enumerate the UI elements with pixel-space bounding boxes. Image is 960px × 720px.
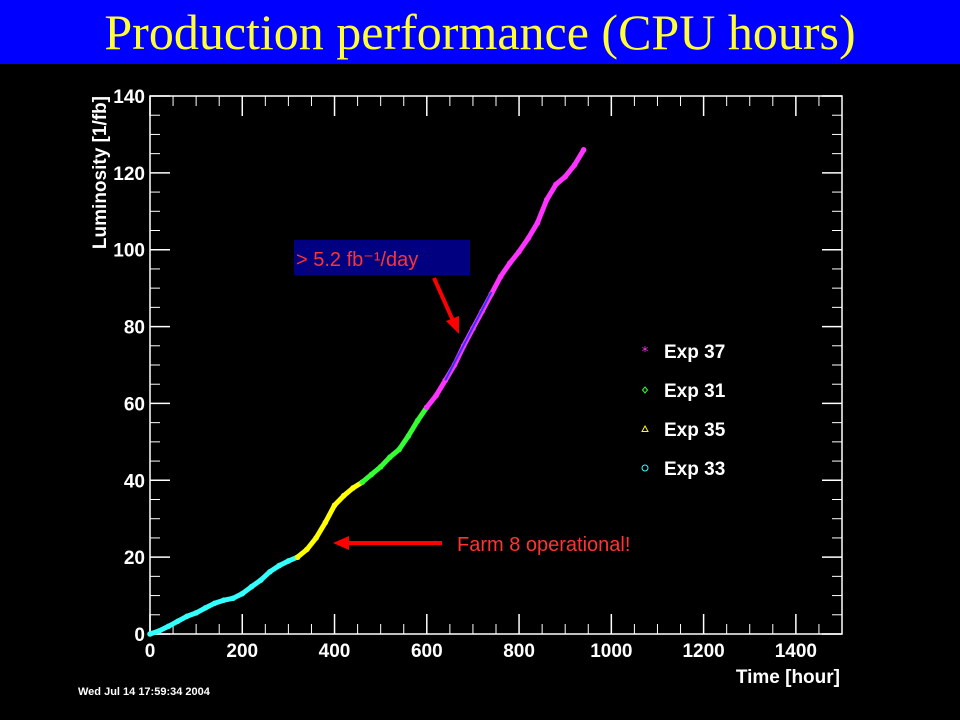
data-point <box>174 618 181 625</box>
data-point <box>516 248 522 255</box>
data-point <box>405 433 412 439</box>
x-tick-label: 1400 <box>775 641 817 662</box>
data-point <box>257 577 264 583</box>
y-tick-label: 100 <box>113 241 145 262</box>
data-point <box>553 181 559 188</box>
legend: * Exp 37 Exp 31 Exp 35 Exp 33 <box>641 342 726 480</box>
legend-label: Exp 35 <box>664 420 726 441</box>
y-tick-label: 20 <box>124 548 145 569</box>
x-tick-label: 400 <box>319 641 351 662</box>
data-point <box>331 502 338 509</box>
data-point <box>340 492 347 499</box>
legend-marker-diamond <box>641 386 649 394</box>
title-bar: Production performance (CPU hours) <box>0 0 960 64</box>
series-line-exp-35 <box>295 479 365 560</box>
timestamp: Wed Jul 14 17:59:34 2004 <box>78 686 210 698</box>
data-point <box>534 220 541 226</box>
data-point <box>230 595 236 602</box>
data-point <box>276 562 282 569</box>
data-point <box>507 260 513 266</box>
data-point <box>202 605 209 611</box>
y-tick-label: 60 <box>124 394 145 415</box>
legend-label: Exp 31 <box>664 381 726 402</box>
data-point <box>368 471 375 478</box>
y-tick-label: 0 <box>134 625 145 646</box>
data-point <box>313 535 319 541</box>
data-point <box>497 273 504 280</box>
data-point <box>396 446 402 453</box>
data-point <box>322 519 329 526</box>
farm-arrow-head <box>333 536 349 550</box>
data-point <box>156 628 163 634</box>
data-point <box>304 546 310 553</box>
fit-line <box>444 291 493 381</box>
data-point <box>359 479 366 486</box>
rate-arrow-shaft <box>432 277 456 324</box>
farm-label: Farm 8 operational! <box>457 534 630 556</box>
annotations: > 5.2 fb⁻¹/day Farm 8 operational! <box>294 240 630 556</box>
legend-label: Exp 33 <box>664 459 725 480</box>
page-title: Production performance (CPU hours) <box>104 4 856 60</box>
data-point <box>248 583 255 590</box>
data-point <box>377 464 384 470</box>
data-point <box>221 597 227 603</box>
data-point <box>580 147 587 153</box>
data-point <box>525 235 532 241</box>
y-tick-label: 120 <box>113 164 145 185</box>
legend-marker-triangle <box>641 424 649 432</box>
rate-label-box <box>294 240 470 275</box>
y-tick-label: 40 <box>124 471 145 492</box>
data-point <box>165 623 172 630</box>
data-point <box>414 417 421 424</box>
axis-ticks <box>149 95 843 635</box>
x-tick-label: 0 <box>145 641 156 662</box>
x-tick-label: 1000 <box>590 641 632 662</box>
data-point <box>239 590 246 597</box>
rate-label: > 5.2 fb⁻¹/day <box>296 249 418 271</box>
rate-arrow-head <box>446 316 459 334</box>
data-point <box>184 613 190 620</box>
data-point <box>387 454 393 461</box>
data-point <box>543 196 550 203</box>
data-point <box>147 631 153 637</box>
data-point <box>294 554 301 560</box>
y-axis-label: Luminosity [1/fb] <box>90 96 111 249</box>
x-axis-label: Time [hour] <box>736 667 840 688</box>
data-point <box>285 558 292 564</box>
y-tick-label: 80 <box>124 318 145 339</box>
x-tick-label: 800 <box>503 641 535 662</box>
data-point <box>433 392 439 399</box>
x-tick-label: 1200 <box>682 641 724 662</box>
rate-fit-line <box>444 291 493 381</box>
data-point <box>571 162 578 168</box>
x-tick-label: 200 <box>226 641 258 662</box>
data-point <box>211 600 218 607</box>
legend-label: Exp 37 <box>664 342 725 363</box>
data-series <box>147 147 587 637</box>
data-point <box>193 610 199 616</box>
x-tick-label: 600 <box>411 641 443 662</box>
series-line-exp-33 <box>147 554 301 637</box>
data-point <box>424 404 430 411</box>
legend-marker-star: * <box>642 345 649 360</box>
y-tick-label: 140 <box>113 87 145 108</box>
data-point <box>350 485 356 491</box>
legend-marker-circle <box>641 464 649 472</box>
data-point <box>267 568 273 575</box>
data-point <box>562 173 568 180</box>
